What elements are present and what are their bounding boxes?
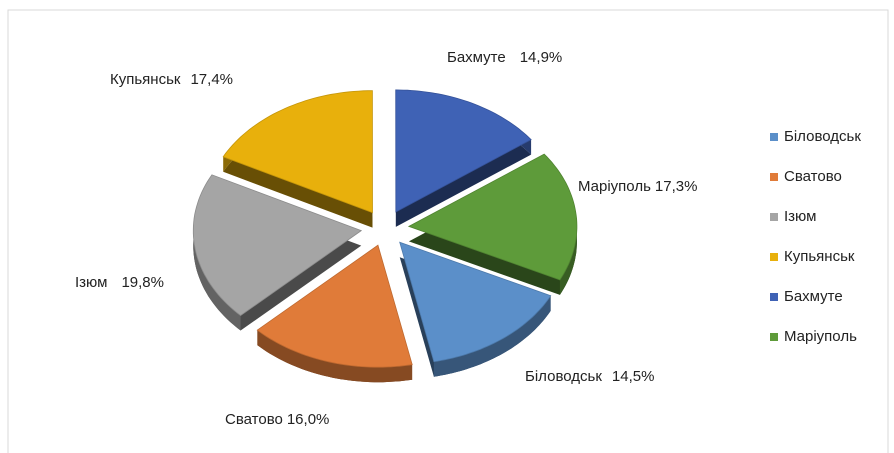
data-label-value: 14,9% [520, 49, 563, 66]
legend-label: Маріуполь [784, 328, 857, 345]
slice-side [193, 174, 241, 331]
slice [399, 241, 552, 363]
data-label-value: 16,0% [287, 411, 330, 428]
data-label-value: 17,3% [655, 178, 698, 195]
slice-side [257, 330, 413, 383]
data-label: Біловодськ 14,5% [525, 368, 654, 385]
legend-label: Ізюм [784, 208, 816, 225]
data-label-name: Маріуполь [578, 178, 651, 195]
legend-label: Купьянськ [784, 248, 855, 265]
data-label: Бахмуте 14,9% [447, 49, 562, 66]
legend-swatch [770, 173, 778, 181]
slice [222, 90, 373, 214]
data-label: Сватово 16,0% [225, 411, 329, 428]
legend-swatch [770, 133, 778, 141]
legend-label: Бахмуте [784, 288, 843, 305]
data-label-name: Купьянськ [110, 71, 181, 88]
legend-swatch [770, 253, 778, 261]
slice [192, 174, 363, 316]
legend-swatch [770, 213, 778, 221]
data-label-value: 17,4% [190, 71, 233, 88]
data-label-name: Ізюм [75, 274, 107, 291]
slice [407, 153, 578, 281]
data-label: Купьянськ 17,4% [110, 71, 233, 88]
data-label-value: 14,5% [612, 368, 655, 385]
legend-label: Біловодськ [784, 128, 861, 145]
legend-label: Сватово [784, 168, 842, 185]
slice [395, 89, 532, 213]
slice-side [433, 295, 551, 377]
data-label: Ізюм 19,8% [75, 274, 164, 291]
data-label-value: 19,8% [121, 274, 164, 291]
legend-swatch [770, 333, 778, 341]
legend-swatch [770, 293, 778, 301]
data-label-name: Бахмуте [447, 49, 506, 66]
data-label: Маріуполь 17,3% [578, 178, 697, 195]
data-label-name: Біловодськ [525, 368, 602, 385]
slice [256, 244, 413, 368]
data-label-name: Сватово [225, 411, 283, 428]
